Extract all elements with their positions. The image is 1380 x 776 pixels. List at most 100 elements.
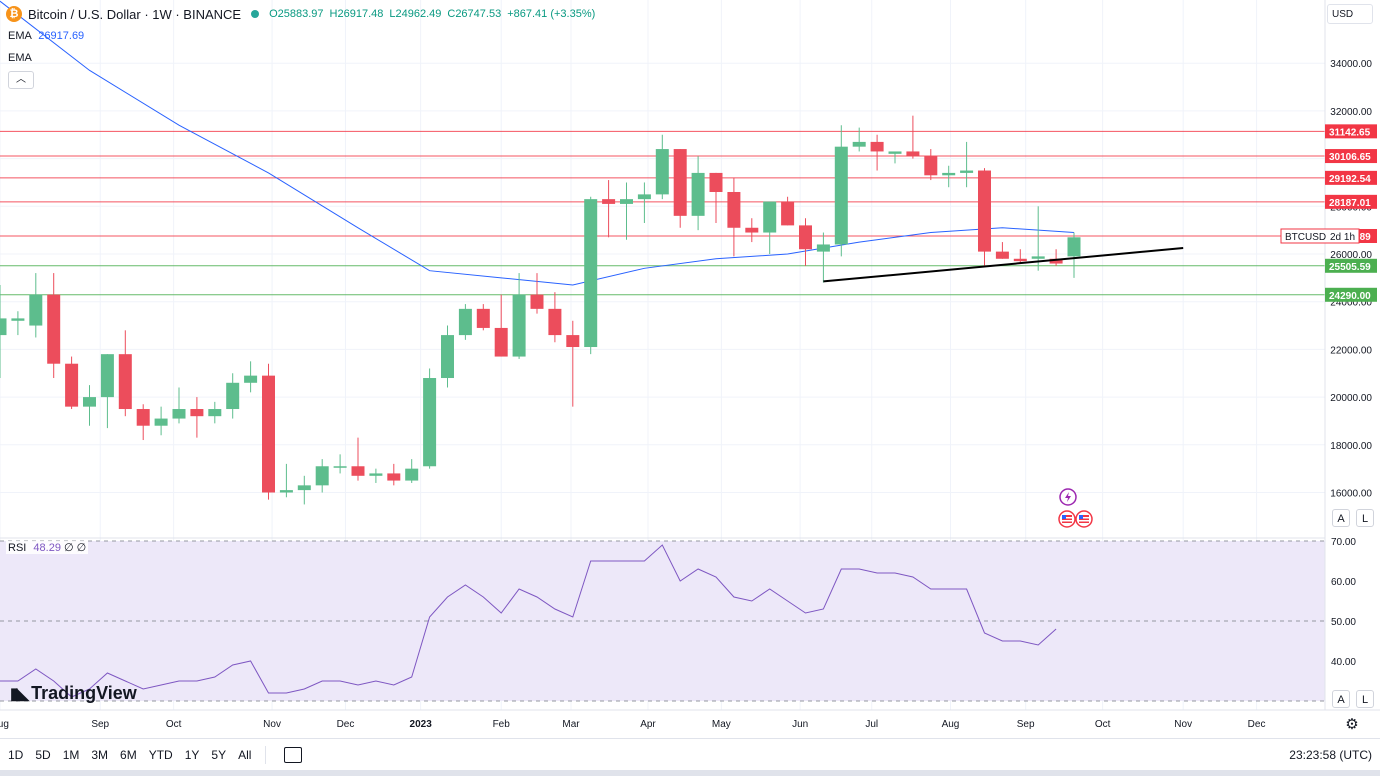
symbol-title[interactable]: Bitcoin / U.S. Dollar · 1W · BINANCE (28, 6, 242, 22)
auto-scale-button[interactable]: A (1332, 509, 1350, 527)
rsi-tick: 50.00 (1331, 617, 1356, 628)
us-flag-stripe (1062, 520, 1072, 522)
candle-down (709, 172, 723, 192)
rsi-log-scale-button[interactable]: L (1356, 690, 1374, 708)
level-tag-text: 25505.59 (1329, 262, 1371, 273)
open-value: O25883.97 (269, 8, 324, 20)
time-tick: Jun (792, 719, 808, 730)
time-tick: Nov (1174, 719, 1192, 730)
bottom-strip (0, 770, 1380, 776)
timeframe-6m[interactable]: 6M (120, 747, 137, 762)
candle-up (315, 466, 329, 486)
timeframe-all[interactable]: All (238, 747, 252, 762)
candle-down (190, 409, 204, 417)
candle-up (512, 294, 526, 357)
candle-up (333, 466, 347, 468)
candle-down (530, 294, 544, 309)
time-tick: Oct (1095, 719, 1111, 730)
rsi-extra-2: ∅ (76, 542, 87, 554)
candle-down (494, 327, 508, 357)
candle-down (799, 225, 812, 250)
us-flag-stripe (1079, 520, 1089, 522)
tradingview-logo: ▮◣ TradingView (10, 683, 137, 704)
ema-legend-2[interactable]: EMA (8, 52, 32, 64)
candle-down (978, 170, 991, 252)
timeframe-ytd[interactable]: YTD (148, 747, 173, 762)
us-flag-canton (1062, 515, 1066, 519)
chevron-up-icon[interactable]: ︿ (8, 71, 34, 89)
price-chart[interactable]: 16000.00 18000.00 20000.00 22000.00 24000.00… (0, 0, 1380, 738)
currency-select[interactable]: USD (1327, 4, 1373, 24)
rsi-band (0, 541, 1325, 701)
time-tick: Aug (942, 719, 960, 730)
log-scale-button[interactable]: L (1356, 509, 1374, 527)
candles (0, 115, 1081, 505)
candle-down (118, 354, 132, 410)
level-tag-text: 31142.65 (1329, 127, 1371, 138)
price-tick: 22000.00 (1330, 345, 1372, 356)
candle-up (834, 146, 848, 245)
price-tick: 34000.00 (1330, 59, 1372, 70)
time-tick: Sep (1017, 719, 1035, 730)
candle-up (297, 485, 311, 491)
tradingview-mark-icon: ▮◣ (10, 685, 29, 703)
level-tag-text: 24290.00 (1329, 291, 1371, 302)
rsi-auto-scale-button[interactable]: A (1332, 690, 1350, 708)
timeframe-1y[interactable]: 1Y (184, 747, 200, 762)
candle-up (172, 409, 186, 419)
candle-up (1067, 237, 1081, 257)
toolbar-divider (265, 745, 267, 764)
ema-line (0, 0, 1075, 286)
market-status-dot (251, 10, 260, 18)
low-value: L24962.49 (389, 8, 442, 20)
candle-up (83, 397, 96, 407)
level-tag-bg (1325, 124, 1377, 139)
level-tag-text: 30106.65 (1329, 152, 1371, 163)
timeframe-3m[interactable]: 3M (91, 747, 109, 762)
close-value: C26747.53 (447, 8, 502, 20)
time-tick: Apr (640, 719, 656, 730)
ema2-label: EMA (8, 52, 32, 64)
ema-legend[interactable]: EMA 26917.69 (8, 30, 84, 42)
timeframe-1d[interactable]: 1D (8, 747, 24, 762)
candle-down (924, 156, 938, 176)
timeframe-5y[interactable]: 5Y (211, 747, 227, 762)
candle-up (852, 141, 866, 147)
time-tick: Jul (865, 719, 878, 730)
time-tick: 2023 (410, 719, 433, 730)
rsi-axis[interactable]: 40.00 50.00 60.00 70.00 (1331, 537, 1356, 668)
candle-down (745, 227, 759, 233)
time-tick: Oct (166, 719, 182, 730)
event-icons[interactable] (1058, 488, 1093, 528)
us-flag-glyph (1062, 515, 1072, 523)
time-axis[interactable]: Aug Sep Oct Nov Dec 2023 Feb Mar Apr May Jun Jul Aug… (0, 719, 1265, 730)
ohlc-values: O25883.97 H26917.48 L24962.49 C26747.53 … (269, 8, 595, 20)
rsi-line (0, 544, 1057, 698)
price-tick: 32000.00 (1330, 107, 1372, 118)
time-tick: May (712, 719, 731, 730)
candle-down (673, 149, 687, 216)
calendar-icon[interactable] (284, 746, 303, 763)
candle-up (369, 473, 383, 476)
candle-down (262, 375, 275, 493)
high-value: H26917.48 (329, 8, 384, 20)
candle-up (423, 378, 437, 467)
us-flag-glyph (1079, 515, 1089, 523)
time-tick: Dec (1248, 719, 1266, 730)
gear-icon[interactable]: ⚙ (1345, 716, 1359, 733)
current-price-tag: BTCUSD 2d 1h (1280, 228, 1360, 244)
timeframe-buttons: 1D 5D 1M 3M 6M YTD 1Y 5Y All (8, 748, 251, 762)
lightning-glyph (1065, 492, 1071, 502)
level-tag-text: 29192.54 (1329, 174, 1371, 185)
timeframe-1m[interactable]: 1M (62, 747, 80, 762)
rsi-legend[interactable]: RSI 48.29 ∅ ∅ (6, 541, 89, 554)
time-tick: Mar (562, 719, 580, 730)
rsi-extra-1: ∅ (64, 542, 74, 554)
level-tag-bg (1325, 170, 1377, 185)
timeframe-5d[interactable]: 5D (35, 747, 51, 762)
candle-up (960, 170, 974, 173)
utc-clock[interactable]: 23:23:58 (UTC) (1289, 748, 1372, 762)
candle-up (584, 199, 598, 348)
time-tick: Dec (337, 719, 355, 730)
trendline[interactable] (823, 247, 1184, 283)
